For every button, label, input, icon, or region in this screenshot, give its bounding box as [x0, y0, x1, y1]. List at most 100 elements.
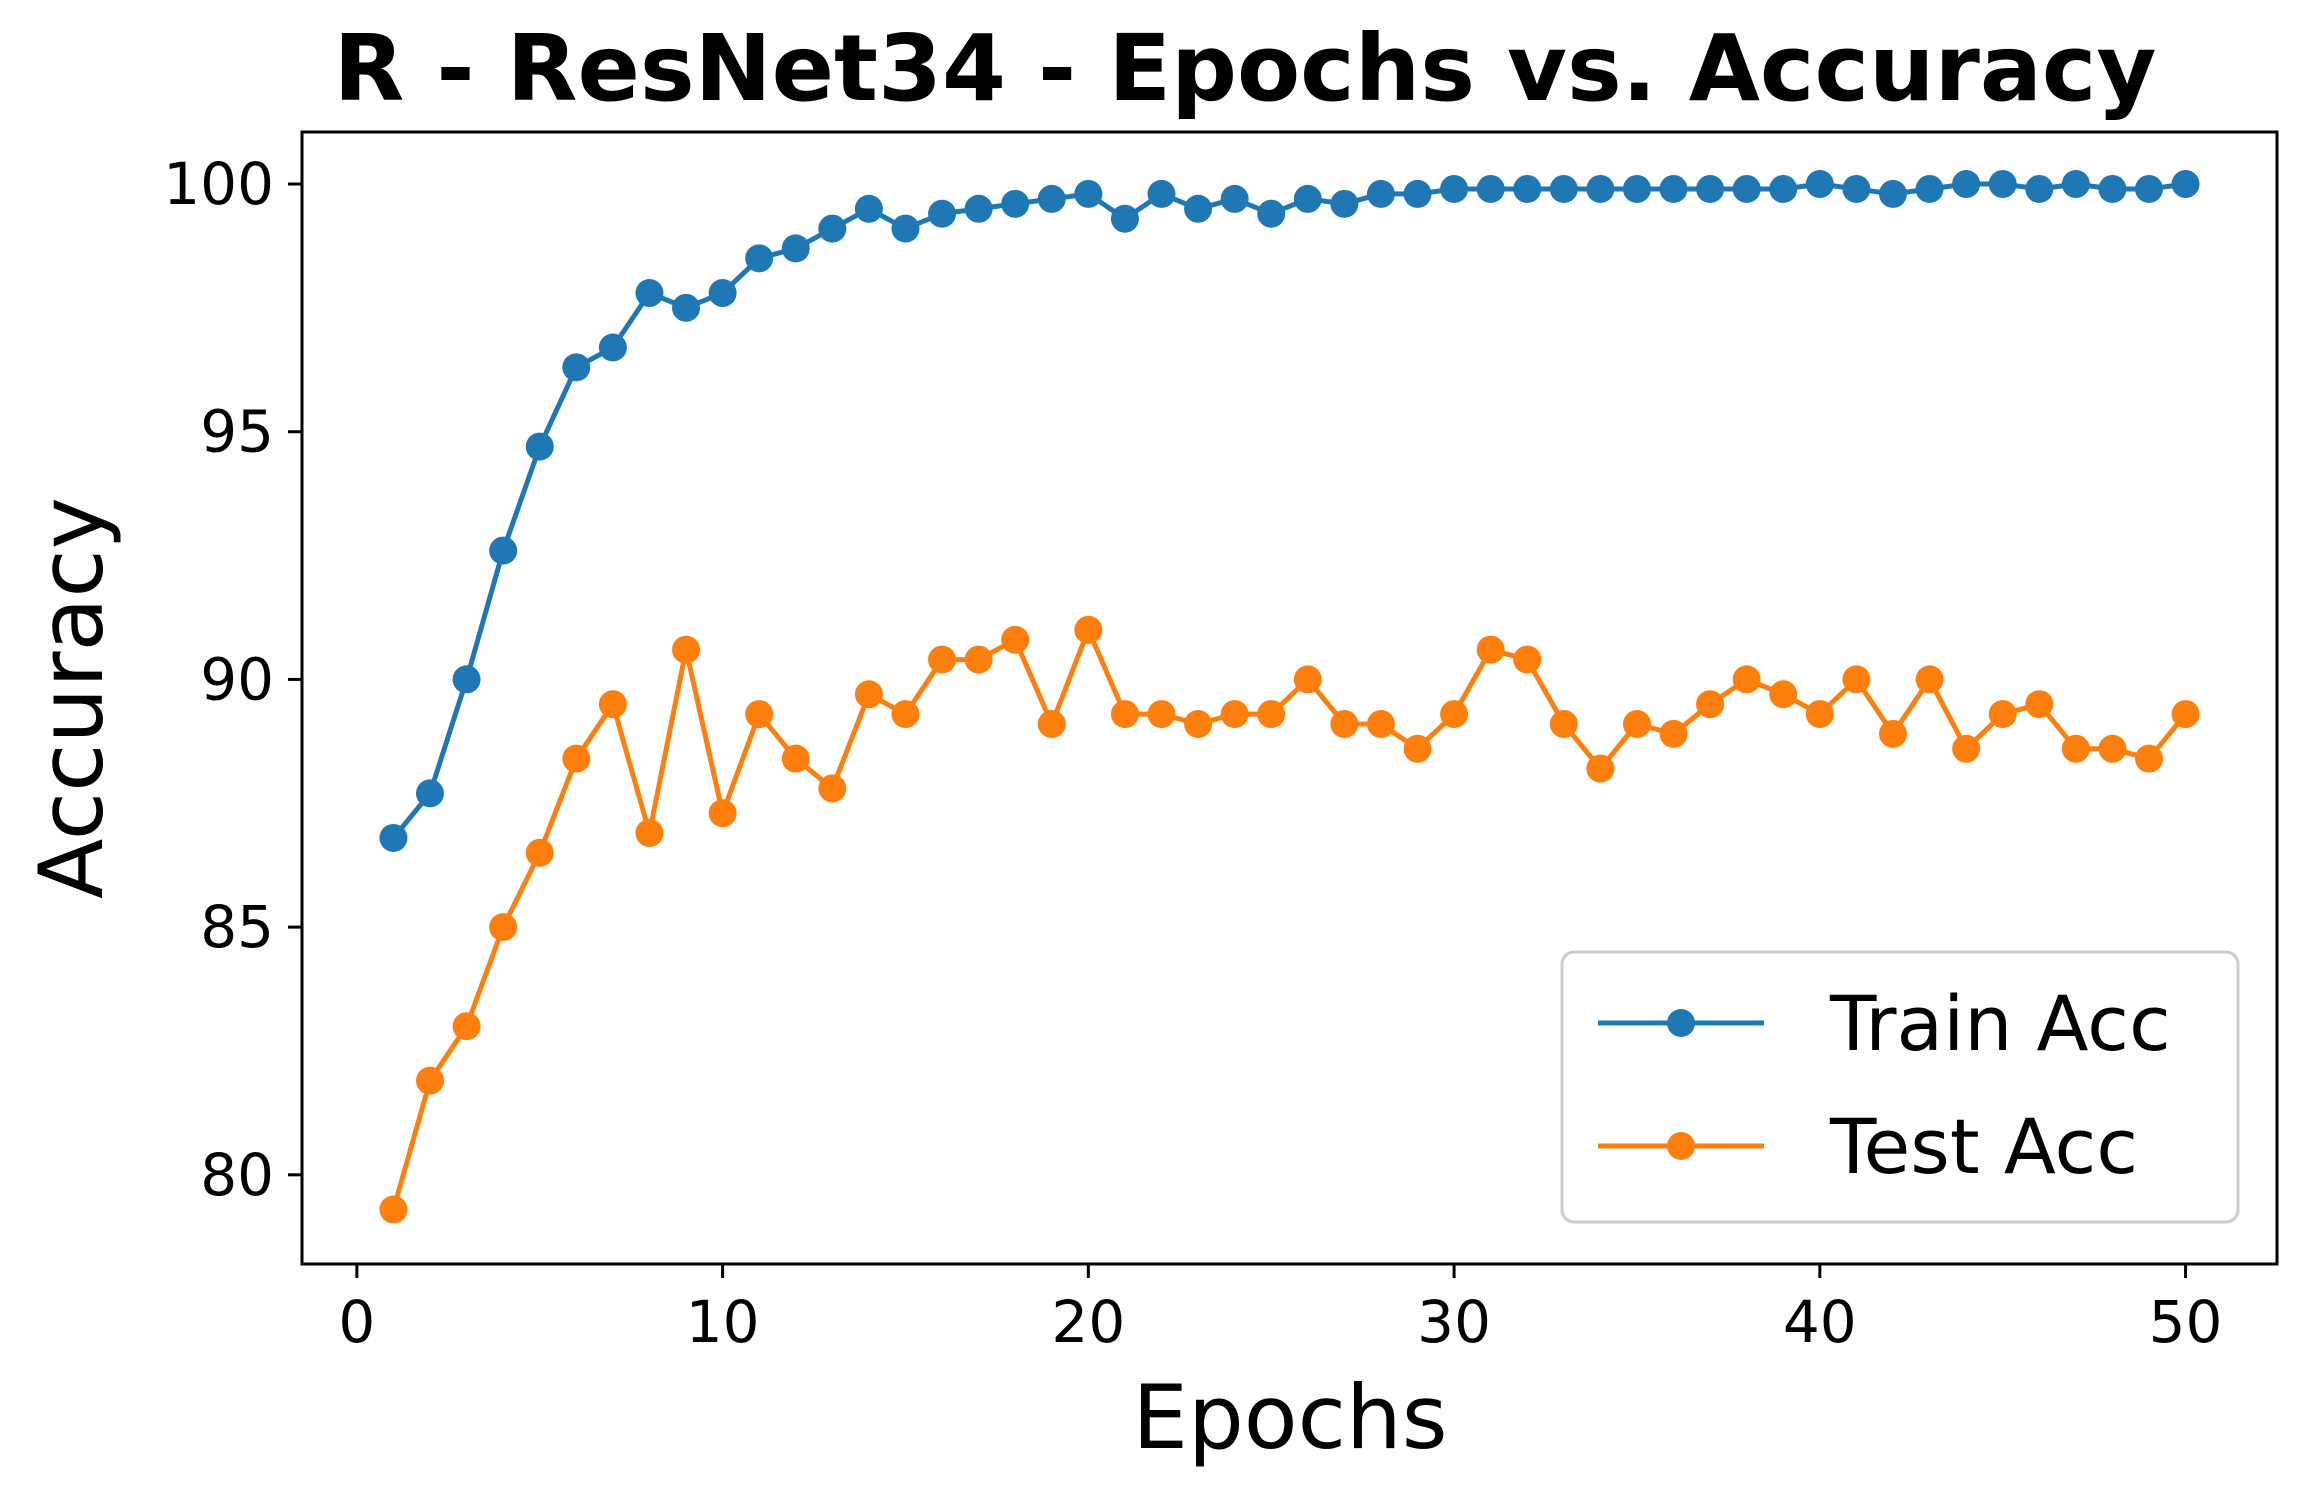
data-point-train-acc — [1257, 199, 1286, 228]
data-point-test-acc — [1366, 710, 1395, 739]
y-tick-label: 100 — [163, 150, 274, 218]
data-point-test-acc — [416, 1066, 445, 1095]
data-point-train-acc — [1659, 174, 1688, 203]
data-point-train-acc — [2134, 174, 2163, 203]
data-point-test-acc — [854, 680, 883, 709]
x-tick-label: 10 — [686, 1288, 760, 1356]
data-point-test-acc — [489, 913, 518, 942]
legend: Train Acc Test Acc — [1560, 950, 2240, 1224]
data-point-test-acc — [1915, 665, 1944, 694]
data-point-train-acc — [1549, 174, 1578, 203]
legend-label-test: Test Acc — [1829, 1102, 2138, 1191]
x-tick-label: 40 — [1783, 1288, 1857, 1356]
data-point-train-acc — [1074, 179, 1103, 208]
data-point-test-acc — [635, 818, 664, 847]
data-point-test-acc — [1001, 625, 1030, 654]
data-point-train-acc — [489, 536, 518, 565]
data-point-test-acc — [1403, 734, 1432, 763]
data-point-train-acc — [1293, 184, 1322, 213]
y-axis-label: Accuracy — [20, 497, 123, 899]
data-point-train-acc — [562, 353, 591, 382]
data-point-train-acc — [1952, 170, 1981, 199]
data-point-test-acc — [1549, 710, 1578, 739]
chart-title: R - ResNet34 - Epochs vs. Accuracy — [334, 15, 2157, 122]
x-tick-label: 20 — [1051, 1288, 1125, 1356]
data-point-train-acc — [598, 333, 627, 362]
data-point-train-acc — [1037, 184, 1066, 213]
data-point-train-acc — [745, 244, 774, 273]
data-point-test-acc — [1659, 719, 1688, 748]
data-point-test-acc — [672, 635, 701, 664]
data-point-train-acc — [1732, 174, 1761, 203]
data-point-train-acc — [1147, 179, 1176, 208]
y-tick-label: 90 — [200, 645, 274, 713]
data-point-train-acc — [525, 432, 554, 461]
data-point-train-acc — [1586, 174, 1615, 203]
x-axis-label: Epochs — [1132, 1366, 1447, 1469]
data-point-train-acc — [2061, 170, 2090, 199]
data-point-test-acc — [562, 744, 591, 773]
data-point-test-acc — [525, 838, 554, 867]
data-point-train-acc — [635, 279, 664, 308]
data-point-train-acc — [1001, 189, 1030, 218]
legend-swatch-train-marker — [1667, 1009, 1695, 1037]
data-point-train-acc — [1878, 179, 1907, 208]
data-point-train-acc — [672, 293, 701, 322]
data-point-test-acc — [1878, 719, 1907, 748]
x-tick-label: 50 — [2149, 1288, 2223, 1356]
data-point-train-acc — [781, 234, 810, 263]
data-point-test-acc — [452, 1012, 481, 1041]
data-point-test-acc — [1696, 690, 1725, 719]
data-point-test-acc — [1988, 700, 2017, 729]
data-point-test-acc — [1220, 700, 1249, 729]
data-point-test-acc — [1513, 645, 1542, 674]
data-point-train-acc — [1696, 174, 1725, 203]
data-point-test-acc — [818, 774, 847, 803]
data-point-train-acc — [818, 214, 847, 243]
data-point-train-acc — [379, 823, 408, 852]
data-point-test-acc — [781, 744, 810, 773]
data-point-test-acc — [1440, 700, 1469, 729]
data-point-test-acc — [1769, 680, 1798, 709]
data-point-train-acc — [1513, 174, 1542, 203]
data-point-test-acc — [1330, 710, 1359, 739]
data-point-train-acc — [964, 194, 993, 223]
data-point-train-acc — [1622, 174, 1651, 203]
data-point-test-acc — [1622, 710, 1651, 739]
data-point-test-acc — [2061, 734, 2090, 763]
data-point-train-acc — [2171, 170, 2200, 199]
data-point-test-acc — [2098, 734, 2127, 763]
data-point-train-acc — [1805, 170, 1834, 199]
data-point-train-acc — [1110, 204, 1139, 233]
data-point-test-acc — [891, 700, 920, 729]
data-point-train-acc — [2025, 174, 2054, 203]
data-point-test-acc — [1184, 710, 1213, 739]
data-point-test-acc — [1110, 700, 1139, 729]
x-tick-label: 30 — [1417, 1288, 1491, 1356]
plot-series — [379, 170, 2200, 1224]
data-point-test-acc — [1805, 700, 1834, 729]
data-point-train-acc — [928, 199, 957, 228]
data-point-test-acc — [1037, 710, 1066, 739]
plot-area-frame — [300, 130, 2279, 1266]
data-point-train-acc — [1330, 189, 1359, 218]
data-point-train-acc — [708, 279, 737, 308]
legend-swatch-test-marker — [1667, 1132, 1695, 1160]
data-point-train-acc — [1403, 179, 1432, 208]
x-tick-label: 0 — [338, 1288, 375, 1356]
data-point-test-acc — [2171, 700, 2200, 729]
y-tick-label: 85 — [200, 893, 274, 961]
y-axis: 80 85 90 95 100 — [163, 150, 302, 1209]
data-point-test-acc — [2025, 690, 2054, 719]
data-point-test-acc — [1842, 665, 1871, 694]
data-point-train-acc — [854, 194, 883, 223]
data-point-train-acc — [1476, 174, 1505, 203]
data-point-train-acc — [1988, 170, 2017, 199]
data-point-test-acc — [708, 799, 737, 828]
y-tick-label: 95 — [200, 398, 274, 466]
data-point-test-acc — [1476, 635, 1505, 664]
data-point-test-acc — [964, 645, 993, 674]
data-point-train-acc — [1366, 179, 1395, 208]
data-point-test-acc — [598, 690, 627, 719]
